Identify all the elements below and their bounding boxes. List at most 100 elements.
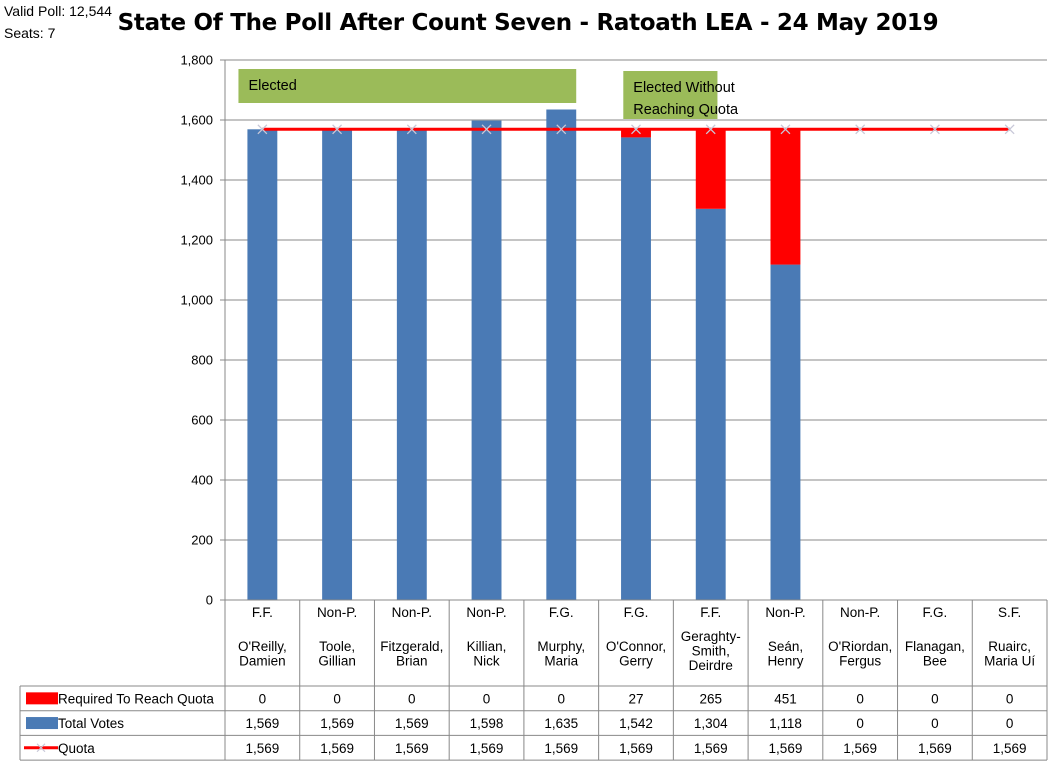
category-party-label: Non-P. — [466, 605, 506, 620]
annotation-text: Reaching Quota — [633, 102, 739, 118]
seats-label: Seats: 7 — [4, 25, 56, 41]
category-party-label: Non-P. — [840, 605, 880, 620]
category-party-label: F.G. — [549, 605, 574, 620]
bar-total-votes — [770, 264, 801, 600]
quota-point — [705, 124, 716, 135]
table-value: 1,569 — [544, 741, 578, 756]
table-value: 0 — [1006, 716, 1014, 731]
table-value: 0 — [931, 716, 939, 731]
table-value: 1,569 — [694, 741, 728, 756]
category-party-label: Non-P. — [392, 605, 432, 620]
y-tick-label: 800 — [191, 353, 213, 368]
bar-total-votes — [695, 208, 726, 601]
category-name-label: Damien — [239, 654, 286, 669]
category-name-label: Toole, — [319, 639, 355, 654]
y-tick-label: 600 — [191, 413, 213, 428]
bar-total-votes — [396, 129, 427, 601]
category-name-label: O'Connor, — [606, 639, 666, 654]
category-name-label: O'Riordan, — [828, 639, 892, 654]
legend-key-required — [26, 692, 58, 705]
category-name-label: Seán, — [768, 639, 803, 654]
annotation-box — [238, 69, 577, 103]
legend-label: Required To Reach Quota — [58, 691, 214, 706]
table-value: 1,598 — [470, 716, 504, 731]
annotation-text: Elected Without — [633, 80, 735, 96]
category-party-label: F.G. — [923, 605, 948, 620]
table-value: 0 — [856, 691, 864, 706]
y-tick-label: 400 — [191, 473, 213, 488]
annotation-box — [623, 71, 718, 119]
bar-total-votes — [471, 120, 502, 600]
table-value: 27 — [628, 691, 643, 706]
category-name-label: Flanagan, — [905, 639, 965, 654]
category-name-label: Deirdre — [689, 658, 733, 673]
y-tick-label: 1,000 — [180, 293, 213, 308]
bar-required-to-reach-quota — [695, 129, 726, 209]
table-value: 1,569 — [245, 741, 279, 756]
table-value: 1,569 — [245, 716, 279, 731]
y-tick-label: 1,600 — [180, 113, 213, 128]
valid-poll-label: Valid Poll: 12,544 — [4, 3, 112, 19]
table-value: 0 — [483, 691, 491, 706]
bar-total-votes — [247, 129, 278, 601]
category-name-label: Fitzgerald, — [380, 639, 443, 654]
category-name-label: Fergus — [839, 654, 881, 669]
category-name-label: Killian, — [467, 639, 507, 654]
quota-point — [257, 124, 268, 135]
quota-point — [556, 124, 567, 135]
legend-key-quota-marker — [36, 743, 46, 753]
table-value: 1,569 — [993, 741, 1027, 756]
category-name-label: Ruairc, — [988, 639, 1031, 654]
table-value: 1,569 — [843, 741, 877, 756]
table-value: 1,569 — [395, 741, 429, 756]
legend-label: Total Votes — [58, 716, 124, 731]
y-tick-label: 1,200 — [180, 233, 213, 248]
table-value: 0 — [1006, 691, 1014, 706]
category-name-label: Gillian — [318, 654, 356, 669]
table-value: 1,118 — [769, 716, 802, 731]
y-tick-label: 200 — [191, 533, 213, 548]
table-value: 1,569 — [320, 716, 354, 731]
category-name-label: Geraghty- — [681, 629, 741, 644]
table-value: 0 — [856, 716, 864, 731]
table-value: 0 — [408, 691, 416, 706]
bar-total-votes — [322, 129, 353, 601]
bar-required-to-reach-quota — [770, 129, 801, 265]
table-value: 0 — [333, 691, 341, 706]
table-value: 1,569 — [918, 741, 952, 756]
table-value: 0 — [558, 691, 566, 706]
category-party-label: Non-P. — [765, 605, 805, 620]
legend-key-total-votes — [26, 717, 58, 730]
table-value: 1,569 — [769, 741, 803, 756]
category-name-label: Nick — [473, 654, 499, 669]
quota-point — [332, 124, 343, 135]
bar-total-votes — [546, 109, 577, 600]
legend-label: Quota — [58, 741, 95, 756]
table-value: 1,569 — [395, 716, 429, 731]
table-value: 1,569 — [320, 741, 354, 756]
table-value: 0 — [931, 691, 939, 706]
quota-point — [631, 124, 641, 135]
category-name-label: Bee — [923, 654, 947, 669]
table-value: 1,304 — [694, 716, 728, 731]
quota-point — [929, 124, 940, 135]
table-value: 265 — [699, 691, 722, 706]
quota-point — [855, 124, 866, 135]
category-party-label: F.F. — [700, 605, 721, 620]
quota-point — [1004, 124, 1015, 135]
table-value: 1,569 — [470, 741, 504, 756]
y-tick-label: 0 — [206, 593, 213, 608]
category-name-label: Brian — [396, 654, 428, 669]
quota-point — [780, 124, 791, 135]
y-tick-label: 1,400 — [180, 173, 213, 188]
y-tick-label: 1,800 — [180, 53, 213, 68]
table-value: 451 — [774, 691, 797, 706]
quota-point — [481, 124, 492, 135]
category-party-label: S.F. — [998, 605, 1021, 620]
table-value: 1,542 — [619, 716, 653, 731]
annotation-text: Elected — [248, 78, 296, 94]
category-name-label: Gerry — [619, 654, 653, 669]
bar-total-votes — [621, 137, 651, 600]
table-value: 1,635 — [544, 716, 578, 731]
